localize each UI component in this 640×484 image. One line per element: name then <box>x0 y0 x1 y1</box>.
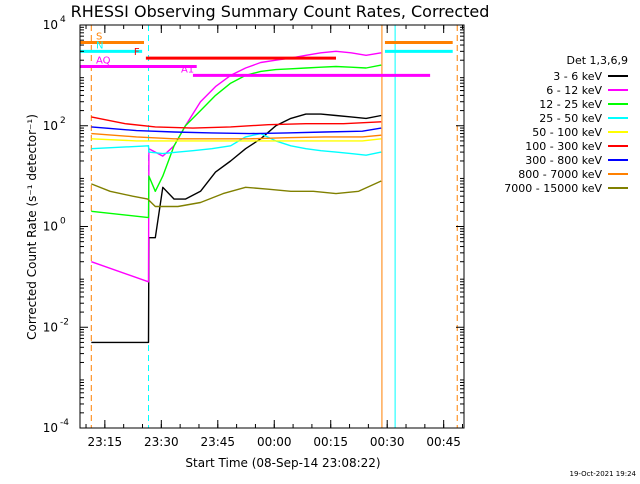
state-bar-label-0: S <box>96 31 102 42</box>
x-tick-label-4: 00:15 <box>313 435 348 449</box>
y-axis-label: Corrected Count Rate (s⁻¹ detector⁻¹) <box>25 114 39 340</box>
state-bar-label-3: AQ <box>96 56 111 67</box>
legend-title: Det 1,3,6,9 <box>566 54 628 67</box>
x-tick-label-3: 00:00 <box>257 435 292 449</box>
x-axis-label: Start Time (08-Sep-14 23:08:22) <box>185 456 380 470</box>
legend-label-6: 300 - 800 keV <box>525 154 602 167</box>
state-bar-label-1: N <box>96 40 103 51</box>
y-tick-label-3: 10 <box>43 119 58 133</box>
legend-label-2: 12 - 25 keV <box>539 98 602 111</box>
y-tick-exp-2: 0 <box>60 217 66 227</box>
y-tick-label-2: 10 <box>43 220 58 234</box>
y-tick-exp-0: -4 <box>60 418 69 428</box>
legend-label-1: 6 - 12 keV <box>546 84 602 97</box>
x-tick-label-6: 00:45 <box>426 435 461 449</box>
legend-label-7: 800 - 7000 keV <box>518 168 602 181</box>
series-line-0 <box>91 113 382 344</box>
x-tick-label-2: 23:45 <box>200 435 235 449</box>
y-tick-exp-4: 4 <box>60 15 66 25</box>
series-line-5 <box>91 116 382 129</box>
y-tick-label-0: 10 <box>43 421 58 435</box>
timestamp: 19-Oct-2021 19:24 <box>570 470 637 478</box>
x-axis: 23:15 23:30 23:45 00:00 00:15 00:30 00:45 <box>85 25 463 449</box>
x-tick-label-5: 00:30 <box>370 435 405 449</box>
legend-label-4: 50 - 100 keV <box>532 126 602 139</box>
legend-label-3: 25 - 50 keV <box>539 112 602 125</box>
y-tick-label-1: 10 <box>43 320 58 334</box>
state-bar-label-4: A1 <box>181 64 194 75</box>
plot-area: SN F AQ A1 <box>79 25 458 428</box>
series-line-2 <box>91 64 382 219</box>
chart-title: RHESSI Observing Summary Count Rates, Co… <box>71 2 490 21</box>
x-tick-label-0: 23:15 <box>88 435 123 449</box>
series-line-3 <box>91 132 382 156</box>
legend-label-8: 7000 - 15000 keV <box>504 182 602 195</box>
y-tick-label-4: 10 <box>43 18 58 32</box>
series-line-6 <box>91 126 382 135</box>
x-tick-label-1: 23:30 <box>144 435 179 449</box>
y-tick-exp-1: -2 <box>60 317 69 327</box>
series-line-7 <box>91 132 382 140</box>
state-bar-label-2: F <box>134 47 140 58</box>
series-line-8 <box>91 180 382 208</box>
legend-label-5: 100 - 300 keV <box>525 140 602 153</box>
y-tick-exp-3: 2 <box>60 116 66 126</box>
series-line-4 <box>91 138 382 142</box>
legend-label-0: 3 - 6 keV <box>553 70 602 83</box>
